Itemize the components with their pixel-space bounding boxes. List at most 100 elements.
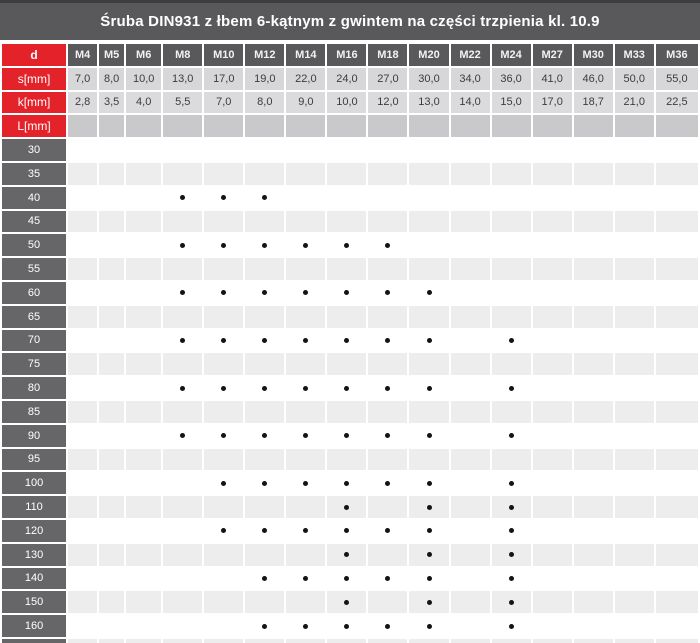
length-label-cell: 150 <box>2 591 67 614</box>
availability-cell-70-M22 <box>450 329 490 352</box>
availability-cell-160-M30 <box>573 615 613 637</box>
size-header-M20: M20 <box>409 44 449 66</box>
availability-cell-35-M10 <box>204 162 244 185</box>
availability-cell-30-M30 <box>573 139 613 161</box>
availability-cell-70-M30 <box>573 329 613 352</box>
availability-cell-65-M22 <box>450 305 490 328</box>
availability-dot-icon <box>426 337 432 343</box>
availability-cell-45-M33 <box>614 210 654 233</box>
availability-dot-icon <box>303 575 309 581</box>
length-header-empty-cell <box>368 115 408 138</box>
availability-cell-90-M4 <box>68 424 98 447</box>
size-header-M24: M24 <box>491 44 531 66</box>
availability-cell-55-M20 <box>409 258 449 280</box>
length-label-cell: 30 <box>2 139 67 161</box>
availability-cell-60-M30 <box>573 281 613 304</box>
k-value-cell: 22,5 <box>655 91 698 114</box>
length-label-cell: 80 <box>2 377 67 399</box>
availability-cell-30-M36 <box>655 139 698 161</box>
availability-cell-75-M22 <box>450 353 490 376</box>
availability-cell-140-M18 <box>368 567 408 590</box>
availability-cell-45-M6 <box>126 210 162 233</box>
availability-cell-140-M6 <box>126 567 162 590</box>
availability-dot-icon <box>221 480 227 486</box>
availability-cell-170-M5 <box>99 638 125 643</box>
size-header-M36: M36 <box>655 44 698 66</box>
availability-cell-140-M36 <box>655 567 698 590</box>
length-label-cell: 160 <box>2 615 67 637</box>
availability-cell-170-M33 <box>614 638 654 643</box>
availability-cell-170-M14 <box>286 638 326 643</box>
availability-cell-150-M12 <box>245 591 285 614</box>
availability-cell-85-M12 <box>245 400 285 423</box>
availability-cell-100-M24 <box>491 472 531 495</box>
availability-cell-40-M30 <box>573 186 613 209</box>
length-label-cell: 170 <box>2 638 67 643</box>
availability-cell-40-M36 <box>655 186 698 209</box>
length-header-empty-cell <box>286 115 326 138</box>
availability-cell-120-M24 <box>491 519 531 542</box>
availability-dot-icon <box>508 385 514 391</box>
size-header-M33: M33 <box>614 44 654 66</box>
availability-cell-160-M20 <box>409 615 449 637</box>
availability-cell-50-M33 <box>614 234 654 257</box>
availability-cell-130-M14 <box>286 543 326 566</box>
availability-cell-130-M6 <box>126 543 162 566</box>
availability-dot-icon <box>262 623 268 629</box>
availability-cell-40-M24 <box>491 186 531 209</box>
availability-dot-icon <box>344 575 350 581</box>
availability-cell-95-M33 <box>614 448 654 471</box>
size-header-M8: M8 <box>163 44 203 66</box>
availability-cell-30-M4 <box>68 139 98 161</box>
availability-cell-90-M36 <box>655 424 698 447</box>
length-header-row: L[mm] <box>2 115 698 138</box>
availability-cell-120-M20 <box>409 519 449 542</box>
availability-cell-90-M30 <box>573 424 613 447</box>
availability-cell-150-M4 <box>68 591 98 614</box>
availability-dot-icon <box>303 385 309 391</box>
availability-cell-90-M6 <box>126 424 162 447</box>
availability-cell-80-M30 <box>573 377 613 399</box>
availability-cell-50-M36 <box>655 234 698 257</box>
availability-cell-160-M12 <box>245 615 285 637</box>
s-value-cell: 36,0 <box>491 67 531 90</box>
availability-dot-icon <box>262 195 268 201</box>
availability-cell-60-M36 <box>655 281 698 304</box>
availability-cell-80-M6 <box>126 377 162 399</box>
availability-cell-160-M24 <box>491 615 531 637</box>
length-label-cell: 130 <box>2 543 67 566</box>
availability-cell-85-M5 <box>99 400 125 423</box>
availability-cell-75-M4 <box>68 353 98 376</box>
size-header-M16: M16 <box>327 44 367 66</box>
k-value-cell: 2,8 <box>68 91 98 114</box>
availability-cell-30-M12 <box>245 139 285 161</box>
availability-cell-80-M33 <box>614 377 654 399</box>
availability-cell-40-M27 <box>532 186 572 209</box>
availability-cell-120-M10 <box>204 519 244 542</box>
availability-cell-55-M22 <box>450 258 490 280</box>
availability-cell-65-M16 <box>327 305 367 328</box>
k-dimension-row: k[mm] 2,8 3,5 4,0 5,5 7,0 8,0 9,0 10,0 12,0 13,0 14… <box>2 91 698 114</box>
availability-cell-85-M30 <box>573 400 613 423</box>
length-row-80: 80 <box>2 377 698 399</box>
availability-cell-90-M20 <box>409 424 449 447</box>
availability-cell-30-M20 <box>409 139 449 161</box>
availability-cell-60-M33 <box>614 281 654 304</box>
k-value-cell: 9,0 <box>286 91 326 114</box>
availability-cell-60-M14 <box>286 281 326 304</box>
availability-cell-70-M36 <box>655 329 698 352</box>
length-label-cell: 45 <box>2 210 67 233</box>
availability-cell-80-M36 <box>655 377 698 399</box>
availability-cell-40-M22 <box>450 186 490 209</box>
size-header-M27: M27 <box>532 44 572 66</box>
availability-cell-110-M22 <box>450 496 490 518</box>
availability-cell-80-M14 <box>286 377 326 399</box>
availability-cell-150-M10 <box>204 591 244 614</box>
availability-cell-100-M16 <box>327 472 367 495</box>
availability-dot-icon <box>385 528 391 534</box>
availability-cell-65-M20 <box>409 305 449 328</box>
length-label-cell: 60 <box>2 281 67 304</box>
k-row-label: k[mm] <box>2 91 67 114</box>
availability-cell-160-M14 <box>286 615 326 637</box>
availability-cell-150-M16 <box>327 591 367 614</box>
